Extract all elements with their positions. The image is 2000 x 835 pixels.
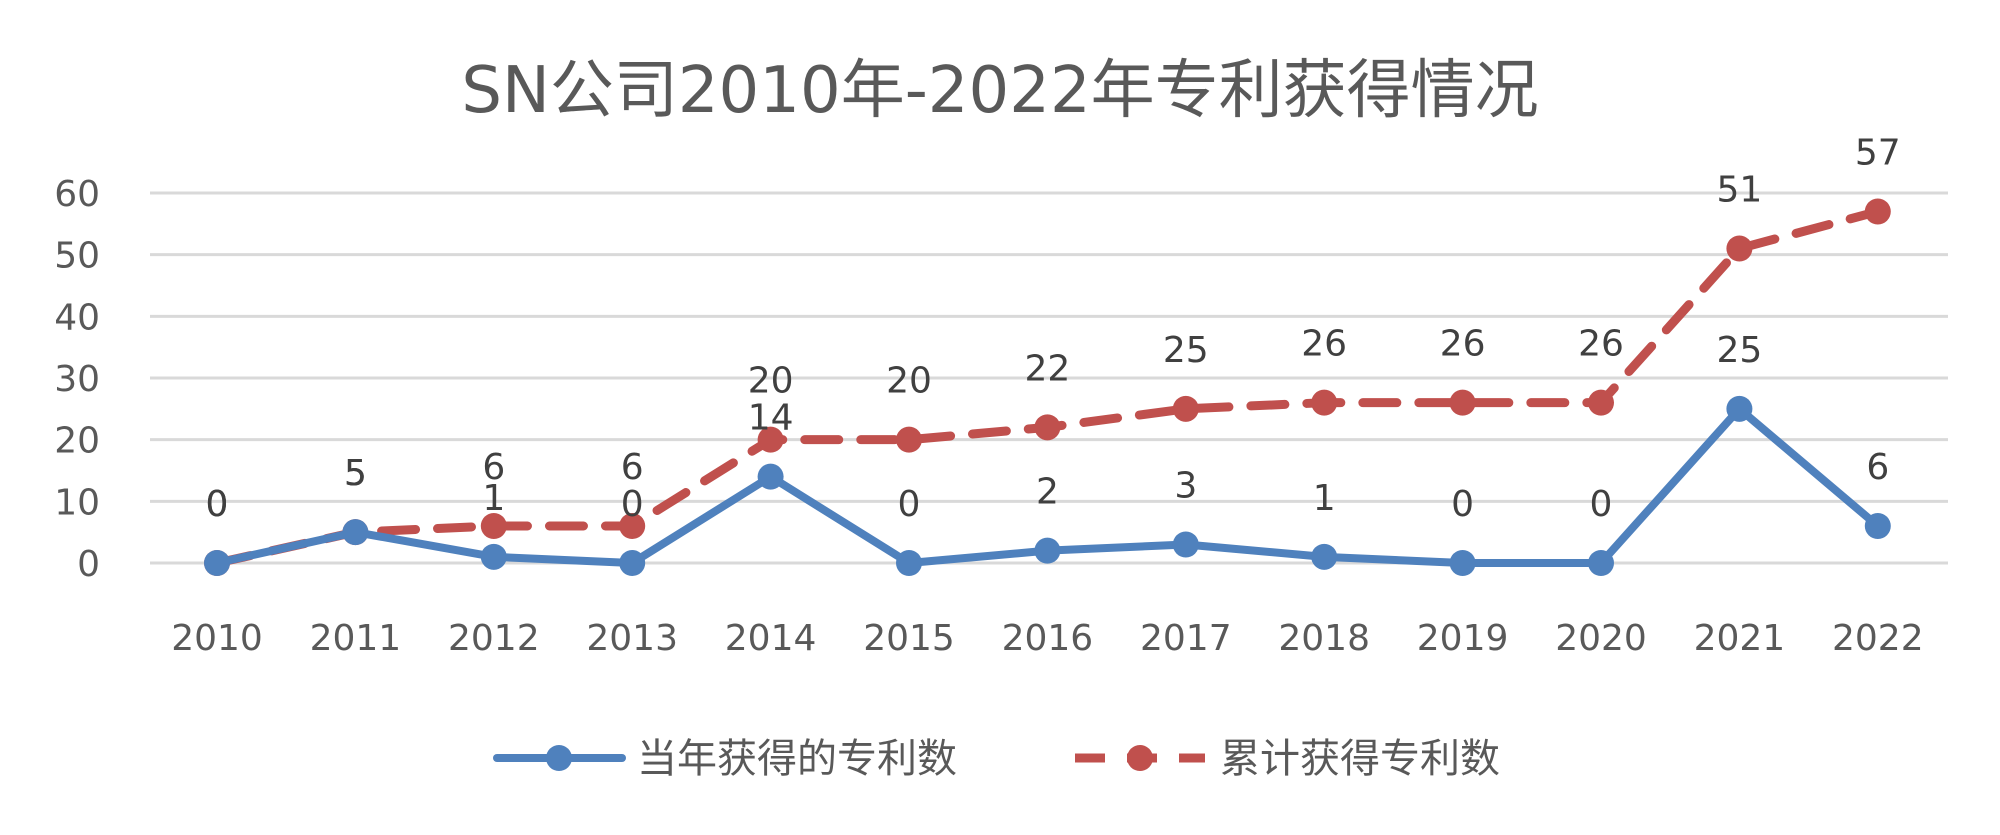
- x-tick-label: 2020: [1555, 618, 1647, 659]
- x-tick-label: 2018: [1278, 618, 1370, 659]
- data-label-cumulative: 0: [206, 484, 229, 525]
- data-label-annual: 5: [344, 453, 367, 494]
- x-tick-label: 2019: [1417, 618, 1509, 659]
- data-point-annual: [1726, 395, 1753, 422]
- data-label-annual: 0: [898, 484, 921, 525]
- data-label-annual: 25: [1716, 330, 1762, 371]
- data-point-cumulative: [1034, 414, 1061, 441]
- data-point-annual: [342, 519, 369, 546]
- x-tick-label: 2013: [586, 618, 678, 659]
- data-label-cumulative: 20: [886, 361, 932, 402]
- data-point-cumulative: [1726, 235, 1753, 262]
- data-label-annual: 0: [1451, 484, 1474, 525]
- data-label-cumulative: 20: [748, 361, 794, 402]
- y-tick-label: 60: [54, 174, 100, 215]
- legend-marker-cumulative: [1127, 745, 1153, 771]
- legend-label-annual: 当年获得的专利数: [637, 736, 957, 782]
- data-label-cumulative: 51: [1716, 170, 1762, 211]
- chart-title: SN公司2010年-2022年专利获得情况: [461, 54, 1538, 128]
- data-point-annual: [1588, 550, 1614, 576]
- x-tick-label: 2022: [1832, 618, 1924, 659]
- x-tick-label: 2012: [448, 618, 540, 659]
- x-axis-ticks: 2010 2011 2012 2013 2014 2015 2016 2017 2018 2019…: [171, 618, 1923, 659]
- data-point-annual: [619, 550, 646, 576]
- x-tick-label: 2017: [1140, 618, 1232, 659]
- data-point-cumulative: [1449, 389, 1476, 416]
- x-tick-label: 2021: [1694, 618, 1786, 659]
- data-point-annual: [1864, 513, 1891, 539]
- data-point-annual: [1034, 537, 1061, 564]
- y-tick-label: 30: [54, 359, 100, 400]
- data-label-annual: 0: [1590, 484, 1613, 525]
- data-point-annual: [757, 463, 784, 490]
- data-label-annual: 1: [1313, 478, 1336, 519]
- data-label-cumulative: 57: [1855, 133, 1901, 174]
- data-point-annual: [1449, 550, 1476, 576]
- legend-marker-annual: [546, 745, 572, 771]
- data-label-annual: 2: [1036, 472, 1059, 513]
- data-label-cumulative: 26: [1440, 324, 1486, 365]
- data-label-annual: 0: [206, 484, 229, 525]
- data-point-cumulative: [896, 426, 922, 453]
- data-point-cumulative: [757, 426, 784, 453]
- y-axis-ticks: 0 10 20 30 40 50 60: [54, 174, 100, 585]
- data-point-cumulative: [1311, 389, 1338, 416]
- x-tick-label: 2011: [310, 618, 402, 659]
- data-label-cumulative: 6: [482, 447, 505, 488]
- y-tick-label: 20: [54, 421, 100, 462]
- data-label-cumulative: 26: [1301, 324, 1347, 365]
- data-point-annual: [1311, 543, 1338, 570]
- x-tick-label: 2014: [725, 618, 817, 659]
- x-tick-label: 2016: [1002, 618, 1094, 659]
- y-tick-label: 50: [54, 236, 100, 277]
- y-tick-label: 10: [54, 482, 100, 523]
- y-tick-label: 40: [54, 297, 100, 338]
- x-tick-label: 2015: [863, 618, 955, 659]
- x-tick-label: 2010: [171, 618, 263, 659]
- data-point-annual: [480, 543, 507, 570]
- data-point-annual: [896, 550, 922, 576]
- legend-label-cumulative: 累计获得专利数: [1220, 736, 1500, 782]
- data-point-cumulative: [480, 513, 507, 539]
- data-label-cumulative: 26: [1578, 324, 1624, 365]
- data-point-cumulative: [1588, 389, 1614, 416]
- data-point-cumulative: [1864, 198, 1891, 225]
- data-label-annual: 14: [748, 398, 794, 439]
- data-point-annual: [1172, 531, 1199, 558]
- data-label-cumulative: 22: [1024, 348, 1070, 389]
- data-label-annual: 1: [482, 478, 505, 519]
- data-label-cumulative: 6: [621, 447, 644, 488]
- data-label-annual: 0: [621, 484, 644, 525]
- series-layer: [204, 198, 1891, 576]
- data-label-cumulative: 5: [344, 453, 367, 494]
- data-point-cumulative: [619, 513, 646, 539]
- data-label-annual: 6: [1866, 447, 1889, 488]
- legend: 当年获得的专利数 累计获得专利数: [493, 736, 1500, 782]
- data-label-cumulative: 25: [1163, 330, 1209, 371]
- data-point-cumulative: [1172, 395, 1199, 422]
- y-tick-label: 0: [77, 544, 100, 585]
- data-point-annual: [204, 550, 230, 576]
- data-label-annual: 3: [1174, 466, 1197, 507]
